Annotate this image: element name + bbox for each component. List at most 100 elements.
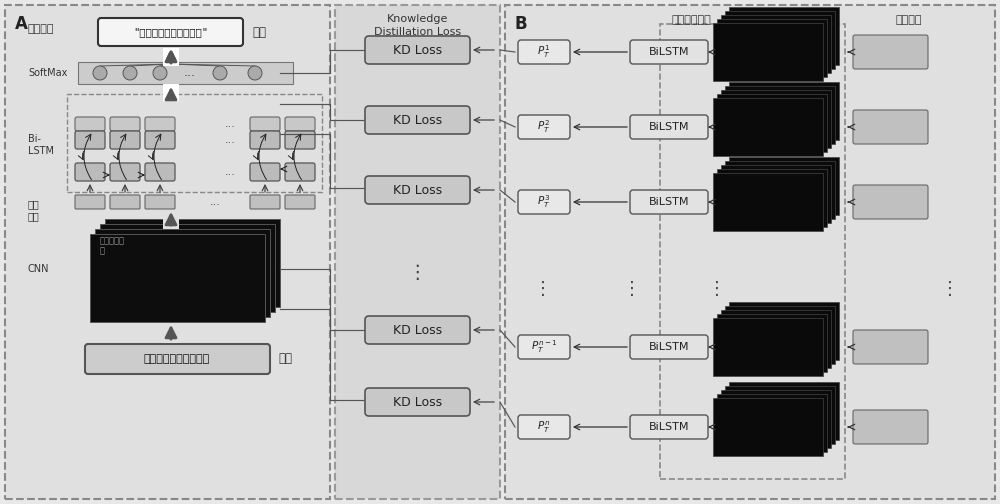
- FancyBboxPatch shape: [630, 40, 708, 64]
- Text: Knowledge
Distillation Loss: Knowledge Distillation Loss: [374, 14, 461, 37]
- Text: Bi-
LSTM: Bi- LSTM: [28, 134, 54, 156]
- Text: ကျင်မြောက်: ကျင်မြောက်: [144, 354, 210, 364]
- FancyBboxPatch shape: [110, 117, 140, 131]
- FancyBboxPatch shape: [250, 117, 280, 131]
- Bar: [163, 48, 179, 66]
- Text: ...: ...: [225, 119, 235, 129]
- Text: BiLSTM: BiLSTM: [649, 197, 689, 207]
- FancyBboxPatch shape: [75, 163, 105, 181]
- Text: 卷积特征映射: 卷积特征映射: [672, 15, 712, 25]
- FancyBboxPatch shape: [853, 410, 928, 444]
- Bar: [335, 5, 500, 499]
- FancyBboxPatch shape: [853, 330, 928, 364]
- Bar: [163, 210, 179, 229]
- Circle shape: [93, 66, 107, 80]
- Text: ...: ...: [225, 135, 235, 145]
- Circle shape: [213, 66, 227, 80]
- Bar: [78, 62, 293, 84]
- Text: ⋮: ⋮: [408, 263, 427, 282]
- Text: "ကျင်မြောက်": "ကျင်မြောက်": [134, 27, 208, 37]
- Bar: [725, 386, 835, 444]
- Bar: [729, 382, 839, 440]
- Bar: [717, 314, 827, 372]
- FancyBboxPatch shape: [365, 176, 470, 204]
- FancyBboxPatch shape: [110, 195, 140, 209]
- FancyBboxPatch shape: [630, 415, 708, 439]
- FancyBboxPatch shape: [518, 190, 570, 214]
- FancyBboxPatch shape: [853, 35, 928, 69]
- FancyBboxPatch shape: [365, 36, 470, 64]
- Bar: [721, 310, 831, 368]
- Text: $P_T^1$: $P_T^1$: [537, 44, 551, 60]
- Text: B: B: [515, 15, 528, 33]
- FancyBboxPatch shape: [85, 344, 270, 374]
- Bar: [717, 169, 827, 227]
- Text: ⋮: ⋮: [941, 280, 959, 298]
- FancyBboxPatch shape: [98, 18, 243, 46]
- Bar: [721, 390, 831, 448]
- Text: ⋮: ⋮: [623, 280, 641, 298]
- FancyBboxPatch shape: [518, 335, 570, 359]
- Text: $P_T^n$: $P_T^n$: [537, 419, 551, 434]
- Bar: [713, 23, 823, 81]
- Bar: [729, 157, 839, 215]
- Text: ...: ...: [225, 167, 235, 177]
- Bar: [163, 84, 179, 101]
- Text: 特征
序列: 特征 序列: [28, 199, 40, 221]
- Text: ⋮: ⋮: [534, 280, 552, 298]
- Text: KD Loss: KD Loss: [393, 113, 442, 127]
- Bar: [100, 224, 275, 312]
- FancyBboxPatch shape: [110, 131, 140, 149]
- Text: KD Loss: KD Loss: [393, 324, 442, 337]
- Bar: [660, 24, 845, 479]
- Bar: [5, 5, 330, 499]
- FancyBboxPatch shape: [518, 115, 570, 139]
- FancyBboxPatch shape: [630, 190, 708, 214]
- Circle shape: [123, 66, 137, 80]
- Bar: [725, 86, 835, 144]
- FancyBboxPatch shape: [75, 195, 105, 209]
- FancyBboxPatch shape: [145, 195, 175, 209]
- Text: 输入: 输入: [278, 352, 292, 365]
- FancyBboxPatch shape: [75, 117, 105, 131]
- FancyBboxPatch shape: [365, 106, 470, 134]
- FancyBboxPatch shape: [75, 131, 105, 149]
- Bar: [505, 5, 995, 499]
- FancyBboxPatch shape: [250, 131, 280, 149]
- Text: ...: ...: [184, 67, 196, 80]
- FancyBboxPatch shape: [250, 195, 280, 209]
- Text: $P_T^2$: $P_T^2$: [537, 118, 551, 136]
- Text: ...: ...: [210, 197, 220, 207]
- Text: KD Loss: KD Loss: [393, 183, 442, 197]
- Bar: [717, 394, 827, 452]
- FancyBboxPatch shape: [285, 131, 315, 149]
- FancyBboxPatch shape: [285, 163, 315, 181]
- Bar: [717, 19, 827, 77]
- Text: SoftMax: SoftMax: [28, 68, 67, 78]
- Bar: [717, 94, 827, 152]
- Text: 教师网络: 教师网络: [895, 15, 922, 25]
- FancyBboxPatch shape: [518, 415, 570, 439]
- FancyBboxPatch shape: [853, 110, 928, 144]
- Text: KD Loss: KD Loss: [393, 43, 442, 56]
- Bar: [110, 214, 285, 302]
- Text: BiLSTM: BiLSTM: [649, 422, 689, 432]
- FancyBboxPatch shape: [145, 117, 175, 131]
- Bar: [721, 165, 831, 223]
- Bar: [713, 398, 823, 456]
- Text: 卷积特征映
射: 卷积特征映 射: [100, 236, 125, 256]
- Text: A: A: [15, 15, 28, 33]
- Text: 学生网络: 学生网络: [28, 24, 54, 34]
- FancyBboxPatch shape: [630, 115, 708, 139]
- Text: KD Loss: KD Loss: [393, 396, 442, 409]
- FancyBboxPatch shape: [630, 335, 708, 359]
- Circle shape: [248, 66, 262, 80]
- FancyBboxPatch shape: [853, 185, 928, 219]
- FancyBboxPatch shape: [145, 163, 175, 181]
- Text: BiLSTM: BiLSTM: [649, 342, 689, 352]
- FancyBboxPatch shape: [365, 316, 470, 344]
- Bar: [721, 90, 831, 148]
- FancyBboxPatch shape: [365, 388, 470, 416]
- Bar: [725, 306, 835, 364]
- Text: 输出: 输出: [252, 26, 266, 38]
